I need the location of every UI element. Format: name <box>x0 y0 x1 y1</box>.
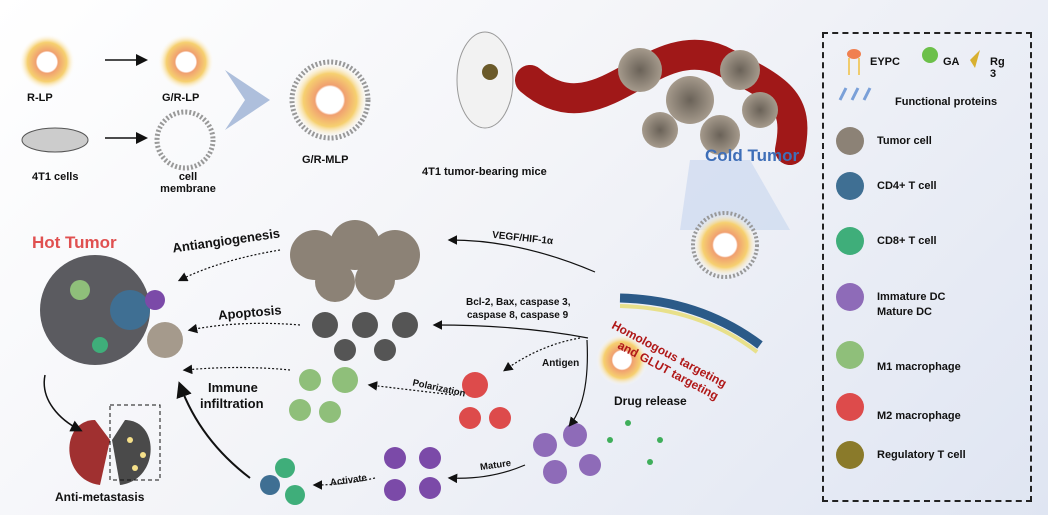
4t1-cells-label: 4T1 cells <box>32 171 79 183</box>
cell-membrane-icon <box>154 109 216 171</box>
g-r-mlp-label: G/R-MLP <box>302 154 349 166</box>
drug-release-label: Drug release <box>614 394 687 408</box>
legend-eypc: EYPC <box>870 56 900 68</box>
g-r-lp-icon <box>158 34 214 90</box>
legend-cd4-t-cell: CD4+ T cell <box>877 180 937 192</box>
mice-label: 4T1 tumor-bearing mice <box>422 166 547 178</box>
legend-ga: GA <box>943 56 960 68</box>
legend-rg3: Rg 3 <box>990 56 1005 80</box>
m1-macrophages <box>289 367 358 423</box>
mouse-icon <box>456 31 514 129</box>
immune-label-2: infiltration <box>200 396 264 411</box>
legend-cd8-t-cell: CD8+ T cell <box>877 235 937 247</box>
legend-m2-macrophage: M2 macrophage <box>877 410 961 422</box>
antiangiogenesis-tumor <box>290 220 420 302</box>
mature-dcs <box>384 447 441 501</box>
m2-macrophages <box>459 372 511 429</box>
cold-tumor-label: Cold Tumor <box>705 146 800 165</box>
anti-metastasis-label: Anti-metastasis <box>55 490 145 504</box>
cell-membrane-target <box>619 293 763 349</box>
legend-m1-macrophage: M1 macrophage <box>877 361 961 373</box>
legend-immature-dc: Immature DC <box>877 291 946 303</box>
hot-tumor-cluster <box>40 255 183 365</box>
r-lp-label: R-LP <box>27 92 53 104</box>
g-r-mlp-icon <box>289 59 371 141</box>
nanoparticle-icon <box>691 211 759 279</box>
immune-label-1: Immune <box>208 380 258 395</box>
legend-regulatory-t-cell: Regulatory T cell <box>877 449 966 461</box>
drug-release-liposome <box>596 334 648 386</box>
bcl-label-1: Bcl-2, Bax, caspase 3, <box>466 297 571 308</box>
lung-icon <box>69 420 110 485</box>
legend-mature-dc: Mature DC <box>877 306 933 318</box>
t-cells <box>260 458 305 505</box>
petri-dish-icon <box>21 127 89 153</box>
blood-vessel <box>515 39 808 165</box>
apoptosis-cells <box>312 312 418 361</box>
hot-tumor-label: Hot Tumor <box>32 233 117 252</box>
legend-icons <box>836 47 980 469</box>
g-r-lp-label: G/R-LP <box>162 92 200 104</box>
bcl-label-2: caspase 8, caspase 9 <box>467 310 569 321</box>
cell-membrane-label: cell membrane <box>160 171 216 195</box>
cold-tumor-cluster <box>618 48 778 155</box>
immature-dcs <box>533 423 601 484</box>
legend-box <box>822 32 1032 502</box>
r-lp-icon <box>19 34 75 90</box>
legend-tumor-cell: Tumor cell <box>877 135 932 147</box>
merge-arrow-icon <box>225 70 270 130</box>
legend-functional-proteins: Functional proteins <box>895 96 998 108</box>
antigen-label: Antigen <box>542 358 580 369</box>
